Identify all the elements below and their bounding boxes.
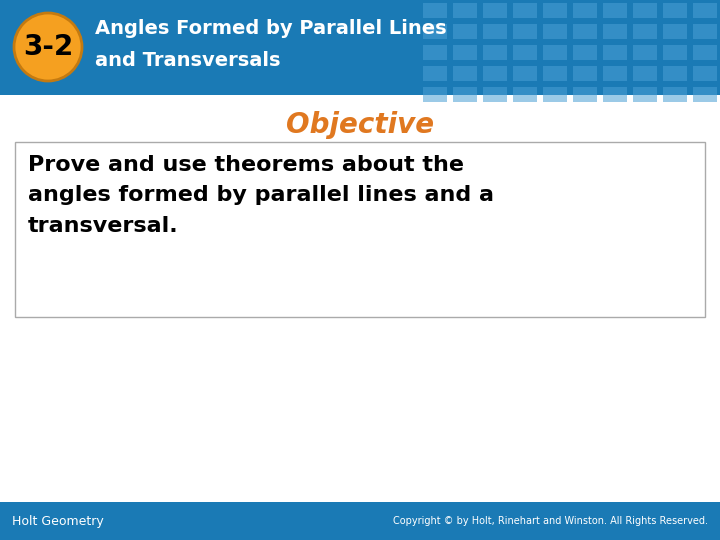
Bar	[483, 24, 507, 39]
Bar	[633, 87, 657, 102]
Bar	[453, 66, 477, 81]
Bar	[513, 3, 537, 18]
Bar	[603, 87, 627, 102]
Bar	[693, 3, 717, 18]
Bar	[453, 87, 477, 102]
Bar	[423, 24, 447, 39]
Bar	[543, 24, 567, 39]
Bar	[663, 24, 687, 39]
Bar	[423, 45, 447, 60]
Text: Prove and use theorems about the
angles formed by parallel lines and a
transvers: Prove and use theorems about the angles …	[28, 155, 494, 236]
Bar	[663, 87, 687, 102]
Bar	[513, 87, 537, 102]
Bar	[663, 45, 687, 60]
Bar	[573, 3, 597, 18]
Bar	[663, 66, 687, 81]
Bar	[693, 24, 717, 39]
Bar	[663, 3, 687, 18]
Text: Holt Geometry: Holt Geometry	[12, 515, 104, 528]
Bar	[693, 87, 717, 102]
Bar	[453, 24, 477, 39]
Bar	[603, 3, 627, 18]
Text: Angles Formed by Parallel Lines: Angles Formed by Parallel Lines	[95, 18, 446, 37]
Bar	[573, 66, 597, 81]
FancyBboxPatch shape	[15, 142, 705, 317]
Bar	[603, 24, 627, 39]
Text: Objective: Objective	[286, 111, 434, 139]
Bar	[423, 66, 447, 81]
Bar	[573, 87, 597, 102]
Bar	[603, 45, 627, 60]
Bar	[603, 66, 627, 81]
Bar	[0, 502, 720, 540]
Bar	[573, 24, 597, 39]
Bar	[453, 3, 477, 18]
Text: and Transversals: and Transversals	[95, 51, 281, 70]
Bar	[513, 24, 537, 39]
Bar	[483, 66, 507, 81]
Bar	[483, 3, 507, 18]
Bar	[633, 66, 657, 81]
Bar	[423, 3, 447, 18]
Bar	[633, 45, 657, 60]
Bar	[543, 45, 567, 60]
Bar	[543, 87, 567, 102]
Bar	[573, 45, 597, 60]
Bar	[633, 24, 657, 39]
Circle shape	[14, 13, 82, 81]
Bar	[513, 45, 537, 60]
Bar	[693, 45, 717, 60]
Bar	[633, 3, 657, 18]
Bar	[513, 66, 537, 81]
Bar	[453, 45, 477, 60]
Bar	[543, 3, 567, 18]
Bar	[0, 0, 720, 95]
Text: Copyright © by Holt, Rinehart and Winston. All Rights Reserved.: Copyright © by Holt, Rinehart and Winsto…	[393, 516, 708, 526]
Bar	[483, 45, 507, 60]
Bar	[483, 87, 507, 102]
Bar	[423, 87, 447, 102]
Bar	[693, 66, 717, 81]
Text: 3-2: 3-2	[23, 33, 73, 61]
Bar	[543, 66, 567, 81]
